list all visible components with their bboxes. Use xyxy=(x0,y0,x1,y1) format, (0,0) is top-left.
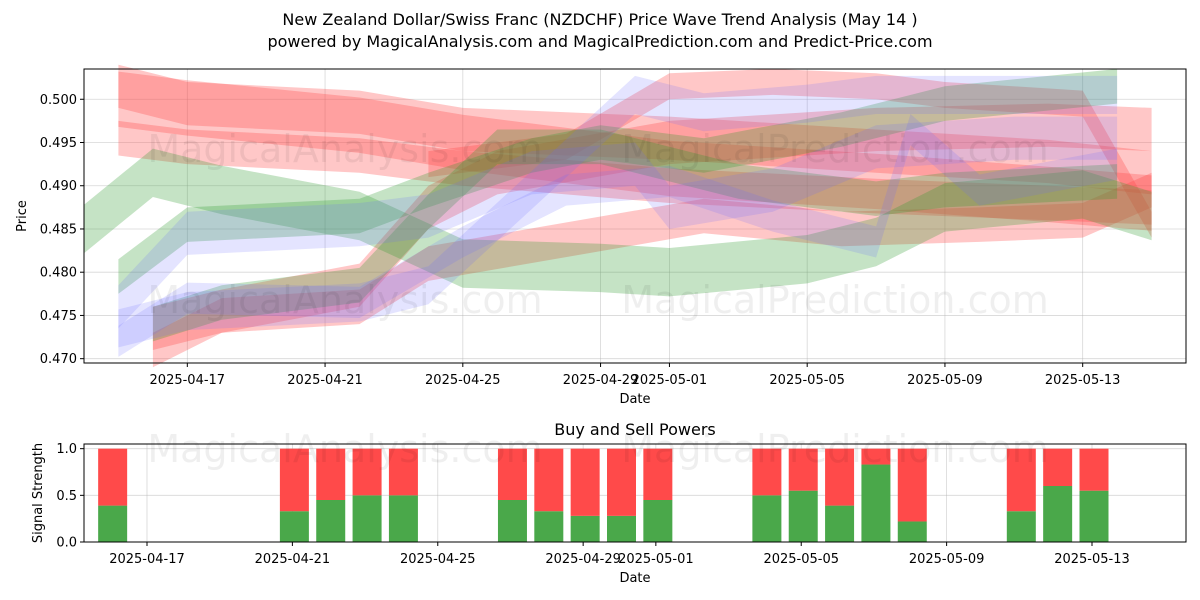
price-x-tick-label: 2025-05-05 xyxy=(769,373,845,388)
signal-x-tick-label: 2025-05-13 xyxy=(1054,552,1130,567)
bars-title: Buy and Sell Powers xyxy=(554,420,716,439)
watermark-bottom-right: MagicalPrediction.com xyxy=(621,427,1049,471)
price-plot-frame xyxy=(83,68,1187,364)
wave-band-red-0 xyxy=(118,71,1152,231)
price-y-ticks: 0.470 0.475 0.480 0.485 0.490 0.495 0.500 xyxy=(40,93,84,367)
wave-band-green-8 xyxy=(152,129,1118,342)
watermark-top-right: MagicalPrediction.com xyxy=(621,127,1049,171)
signal-bars xyxy=(98,448,1109,542)
chart-subtitle: powered by MagicalAnalysis.com and Magic… xyxy=(267,32,933,51)
watermark-bottom-left: MagicalAnalysis.com xyxy=(147,427,542,471)
sell-bar xyxy=(98,448,128,506)
price-y-tick-label: 0.495 xyxy=(40,136,77,151)
wave-band-green-6 xyxy=(84,148,1152,297)
wave-band-red-3 xyxy=(152,103,1152,350)
buy-bar xyxy=(1043,486,1073,542)
sell-bar xyxy=(352,448,382,496)
buy-bar xyxy=(643,500,673,542)
buy-bar xyxy=(352,495,382,542)
signal-x-tick-label: 2025-05-09 xyxy=(909,552,985,567)
price-x-tick-label: 2025-04-29 xyxy=(563,373,639,388)
signal-x-tick-label: 2025-04-21 xyxy=(255,552,331,567)
chart-title: New Zealand Dollar/Swiss Franc (NZDCHF) … xyxy=(282,10,918,29)
buy-bar xyxy=(1079,490,1109,542)
signal-x-tick-label: 2025-04-29 xyxy=(545,552,621,567)
watermark-mid-left: MagicalAnalysis.com xyxy=(147,278,542,322)
price-x-tick-label: 2025-04-17 xyxy=(150,373,226,388)
sell-bar xyxy=(279,448,309,512)
wave-band-red-4 xyxy=(152,172,1152,368)
wave-band-blue-9 xyxy=(118,116,1118,329)
buy-bar xyxy=(497,500,527,542)
price-x-tick-label: 2025-05-01 xyxy=(632,373,708,388)
signal-y-tick-label: 1.0 xyxy=(56,442,77,457)
sell-bar xyxy=(1043,448,1073,486)
sell-bar xyxy=(534,448,564,512)
signal-x-tick-label: 2025-05-01 xyxy=(618,552,694,567)
price-y-tick-label: 0.475 xyxy=(40,309,77,324)
price-y-tick-label: 0.470 xyxy=(40,352,77,367)
signal-x-tick-label: 2025-05-05 xyxy=(763,552,839,567)
signal-y-ticks: 0.0 0.5 1.0 xyxy=(56,442,84,551)
sell-bar xyxy=(643,448,673,500)
wave-band-green-7 xyxy=(118,69,1118,294)
price-x-tick-label: 2025-05-13 xyxy=(1045,373,1121,388)
buy-bar xyxy=(98,505,128,542)
buy-bar xyxy=(788,490,818,542)
buy-bar xyxy=(534,511,564,542)
signal-x-tick-label: 2025-04-25 xyxy=(400,552,476,567)
signal-y-label: Signal Strength xyxy=(31,443,46,543)
sell-bar xyxy=(861,448,891,465)
sell-bar xyxy=(1006,448,1036,512)
sell-bar xyxy=(1079,448,1109,491)
buy-bar xyxy=(316,500,346,542)
sell-bar xyxy=(388,448,418,496)
buy-bar xyxy=(752,495,782,542)
price-x-label: Date xyxy=(619,392,650,407)
sell-bar xyxy=(825,448,855,506)
wave-band-blue-11 xyxy=(118,114,1118,357)
watermark-top-left: MagicalAnalysis.com xyxy=(147,127,542,171)
buy-bar xyxy=(1006,511,1036,542)
price-y-label: Price xyxy=(15,200,30,232)
sell-bar xyxy=(752,448,782,496)
signal-y-tick-label: 0.0 xyxy=(56,536,77,551)
price-wave-bands xyxy=(84,64,1152,368)
signal-x-ticks: 2025-04-17 2025-04-21 2025-04-25 2025-04-29… xyxy=(109,542,1130,567)
price-y-tick-label: 0.500 xyxy=(40,93,77,108)
buy-bar xyxy=(825,505,855,542)
wave-band-red-2 xyxy=(118,64,1152,195)
signal-plot-frame xyxy=(83,443,1187,543)
price-grid xyxy=(84,69,1186,363)
price-x-tick-label: 2025-05-09 xyxy=(907,373,983,388)
buy-bar xyxy=(279,511,309,542)
price-y-tick-label: 0.480 xyxy=(40,266,77,281)
buy-bar xyxy=(570,515,600,542)
sell-bar xyxy=(497,448,527,500)
buy-bar xyxy=(388,495,418,542)
signal-x-tick-label: 2025-04-17 xyxy=(109,552,185,567)
wave-band-red-1 xyxy=(118,120,1152,225)
price-y-tick-label: 0.490 xyxy=(40,179,77,194)
buy-bar xyxy=(897,521,927,542)
signal-x-label: Date xyxy=(619,571,650,586)
signal-y-tick-label: 0.5 xyxy=(56,489,77,504)
sell-bar xyxy=(316,448,346,500)
sell-bar xyxy=(788,448,818,491)
sell-bar xyxy=(570,448,600,516)
watermark-mid-right: MagicalPrediction.com xyxy=(621,278,1049,322)
sell-bar xyxy=(607,448,636,516)
price-x-tick-label: 2025-04-21 xyxy=(287,373,363,388)
price-x-tick-label: 2025-04-25 xyxy=(425,373,501,388)
wave-band-red-5 xyxy=(428,69,1152,238)
wave-band-blue-10 xyxy=(118,75,1118,348)
price-x-ticks: 2025-04-17 2025-04-21 2025-04-25 2025-04-29… xyxy=(150,363,1121,388)
sell-bar xyxy=(897,448,927,522)
price-y-tick-label: 0.485 xyxy=(40,222,77,237)
buy-bar xyxy=(861,464,891,542)
buy-bar xyxy=(607,515,636,542)
